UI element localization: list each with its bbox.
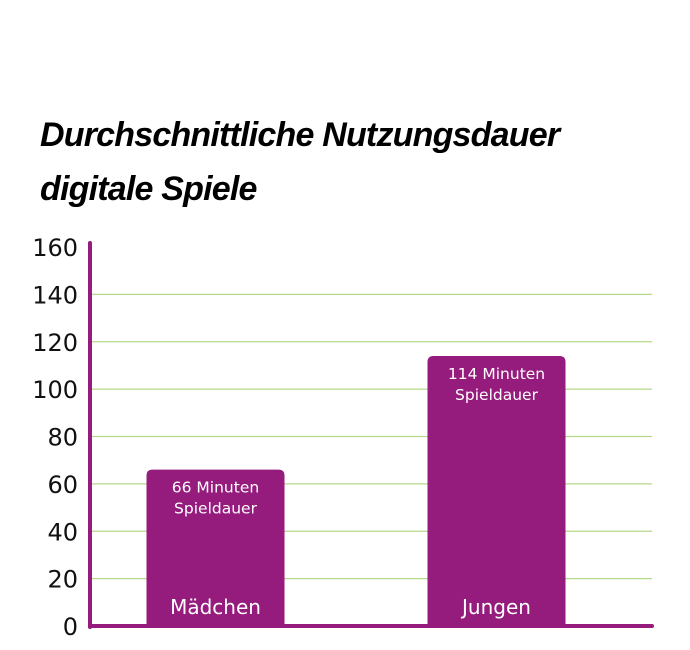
y-tick-label: 60	[47, 471, 78, 499]
y-tick-label: 100	[32, 376, 78, 404]
y-tick-label: 40	[47, 518, 78, 546]
data-label: Spieldauer	[174, 500, 258, 518]
title-line-2: digitale Spiele	[40, 170, 257, 208]
data-label: 66 Minuten	[172, 479, 259, 497]
x-category-label: Jungen	[460, 595, 531, 619]
y-tick-label: 140	[32, 281, 78, 309]
chart-title: Durchschnittliche Nutzungsdauer digitale…	[40, 108, 560, 216]
data-label: 114 Minuten	[448, 365, 545, 383]
bar	[146, 469, 285, 626]
y-tick-label: 120	[32, 329, 78, 357]
y-tick-label: 20	[47, 566, 78, 594]
y-tick-label: 160	[32, 234, 78, 262]
x-category-label: Mädchen	[170, 595, 261, 619]
bar	[427, 355, 566, 626]
y-tick-label: 80	[47, 424, 78, 452]
data-label: Spieldauer	[455, 386, 539, 404]
y-tick-label: 0	[63, 613, 78, 641]
title-line-1: Durchschnittliche Nutzungsdauer	[40, 116, 560, 154]
